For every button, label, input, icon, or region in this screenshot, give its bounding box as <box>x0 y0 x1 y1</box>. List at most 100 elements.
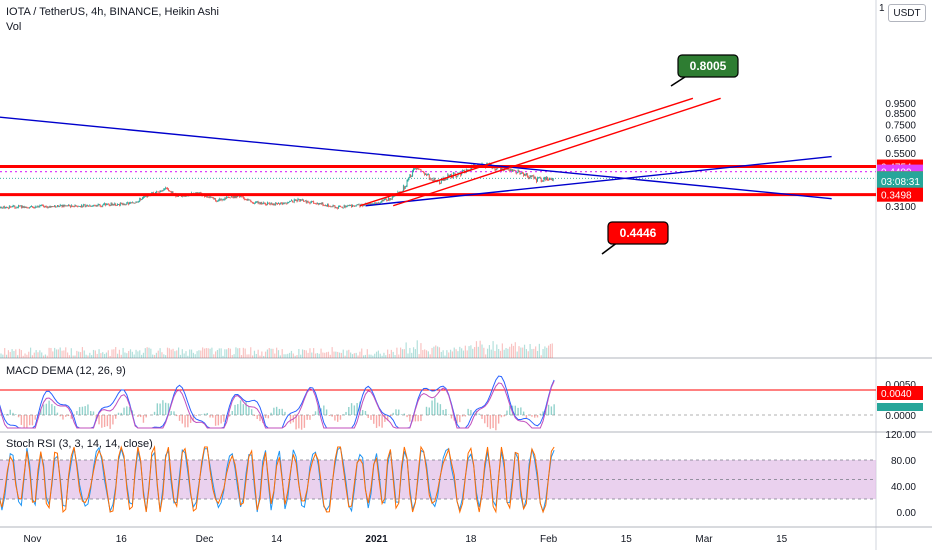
candle-body <box>153 192 155 194</box>
macd-histogram-bar <box>353 405 356 415</box>
candle-body <box>266 204 267 206</box>
volume-bar <box>120 354 122 358</box>
macd-histogram-bar <box>445 409 447 415</box>
currency-button[interactable]: USDT <box>888 4 926 22</box>
macd-histogram-bar <box>489 415 492 429</box>
candle-body <box>541 180 543 182</box>
candle-body <box>51 206 53 208</box>
macd-histogram-bar <box>381 415 383 428</box>
candle-body <box>431 178 433 181</box>
candle-body <box>5 207 7 208</box>
candle-body <box>194 192 196 194</box>
volume-bar <box>281 349 283 358</box>
volume-bar <box>377 350 379 358</box>
candle-body <box>54 205 56 207</box>
candle-body <box>61 205 63 208</box>
volume-bar <box>533 348 535 358</box>
candle-body <box>477 164 479 166</box>
volume-bar <box>449 349 452 358</box>
candle-body <box>302 199 303 201</box>
candle-body <box>44 205 46 207</box>
volume-bar <box>529 344 531 358</box>
y-tick-label: 0.3100 <box>885 202 916 213</box>
volume-bar <box>20 350 22 358</box>
macd-histogram-bar <box>17 415 20 418</box>
candle-body <box>45 206 47 208</box>
macd-histogram-bar <box>228 415 231 417</box>
callout-current: 0.4446 <box>601 221 669 255</box>
volume-bar <box>477 346 479 358</box>
candle-body <box>257 201 259 204</box>
macd-histogram-bar <box>206 412 208 415</box>
candle-body <box>90 205 92 207</box>
candle-body <box>13 205 15 207</box>
candle-body <box>450 174 451 176</box>
candle-body <box>88 206 90 207</box>
candle-body <box>291 200 292 202</box>
macd-histogram-bar <box>428 407 430 415</box>
macd-histogram-bar <box>550 406 553 415</box>
candle-body <box>117 203 118 206</box>
candle-body <box>318 203 320 205</box>
candle-body <box>433 177 435 182</box>
volume-bar <box>2 354 4 358</box>
volume-bar <box>44 354 46 358</box>
macd-histogram-bar <box>484 415 486 424</box>
candle-body <box>210 196 212 198</box>
candle-body <box>275 202 277 205</box>
candle-body <box>340 206 341 208</box>
candle-body <box>528 177 530 179</box>
candle-body <box>171 191 173 193</box>
volume-bar <box>289 352 291 358</box>
candle-body <box>113 204 115 206</box>
volume-bar <box>240 355 243 358</box>
candle-body <box>514 170 516 172</box>
macd-histogram-bar <box>92 411 95 415</box>
volume-bar <box>59 347 61 358</box>
candle-body <box>524 173 525 176</box>
x-tick-label: 16 <box>116 534 128 545</box>
macd-histogram-bar <box>159 403 161 415</box>
candle-body <box>94 205 96 207</box>
volume-bar <box>42 355 45 358</box>
volume-bar <box>213 354 215 358</box>
candle-body <box>282 202 284 205</box>
candle-body <box>204 196 206 197</box>
volume-bar <box>246 354 248 358</box>
candle-body <box>317 203 319 205</box>
volume-bar <box>0 353 2 358</box>
volume-bar <box>318 353 320 358</box>
candle-body <box>310 201 312 204</box>
volume-bar <box>18 348 21 358</box>
volume-bar <box>239 348 241 358</box>
macd-title: MACD DEMA (12, 26, 9) <box>6 365 126 377</box>
candle-body <box>196 192 198 194</box>
macd-histogram-bar <box>45 403 48 415</box>
candle-body <box>223 199 225 201</box>
volume-bar <box>54 347 56 358</box>
macd-histogram-bar <box>553 404 555 415</box>
candle-body <box>426 174 427 176</box>
macd-histogram-bar <box>464 415 467 417</box>
volume-bar <box>252 355 254 358</box>
candle-body <box>409 174 411 178</box>
volume-bar <box>183 353 185 358</box>
macd-histogram-bar <box>370 415 372 420</box>
candle-body <box>40 205 42 207</box>
candle-body <box>127 202 129 204</box>
macd-histogram-bar <box>173 411 175 415</box>
candle-body <box>15 207 17 209</box>
macd-histogram-bar <box>386 415 389 421</box>
volume-bar <box>540 355 542 358</box>
candle-body <box>384 199 386 200</box>
candle-body <box>38 206 40 208</box>
candle-body <box>464 172 466 174</box>
candle-body <box>0 207 1 209</box>
volume-bar <box>314 353 317 358</box>
volume-bar <box>100 353 102 358</box>
candle-body <box>315 203 316 205</box>
macd-histogram-bar <box>176 415 178 417</box>
candle-body <box>97 204 99 207</box>
macd-histogram-bar <box>403 413 405 415</box>
